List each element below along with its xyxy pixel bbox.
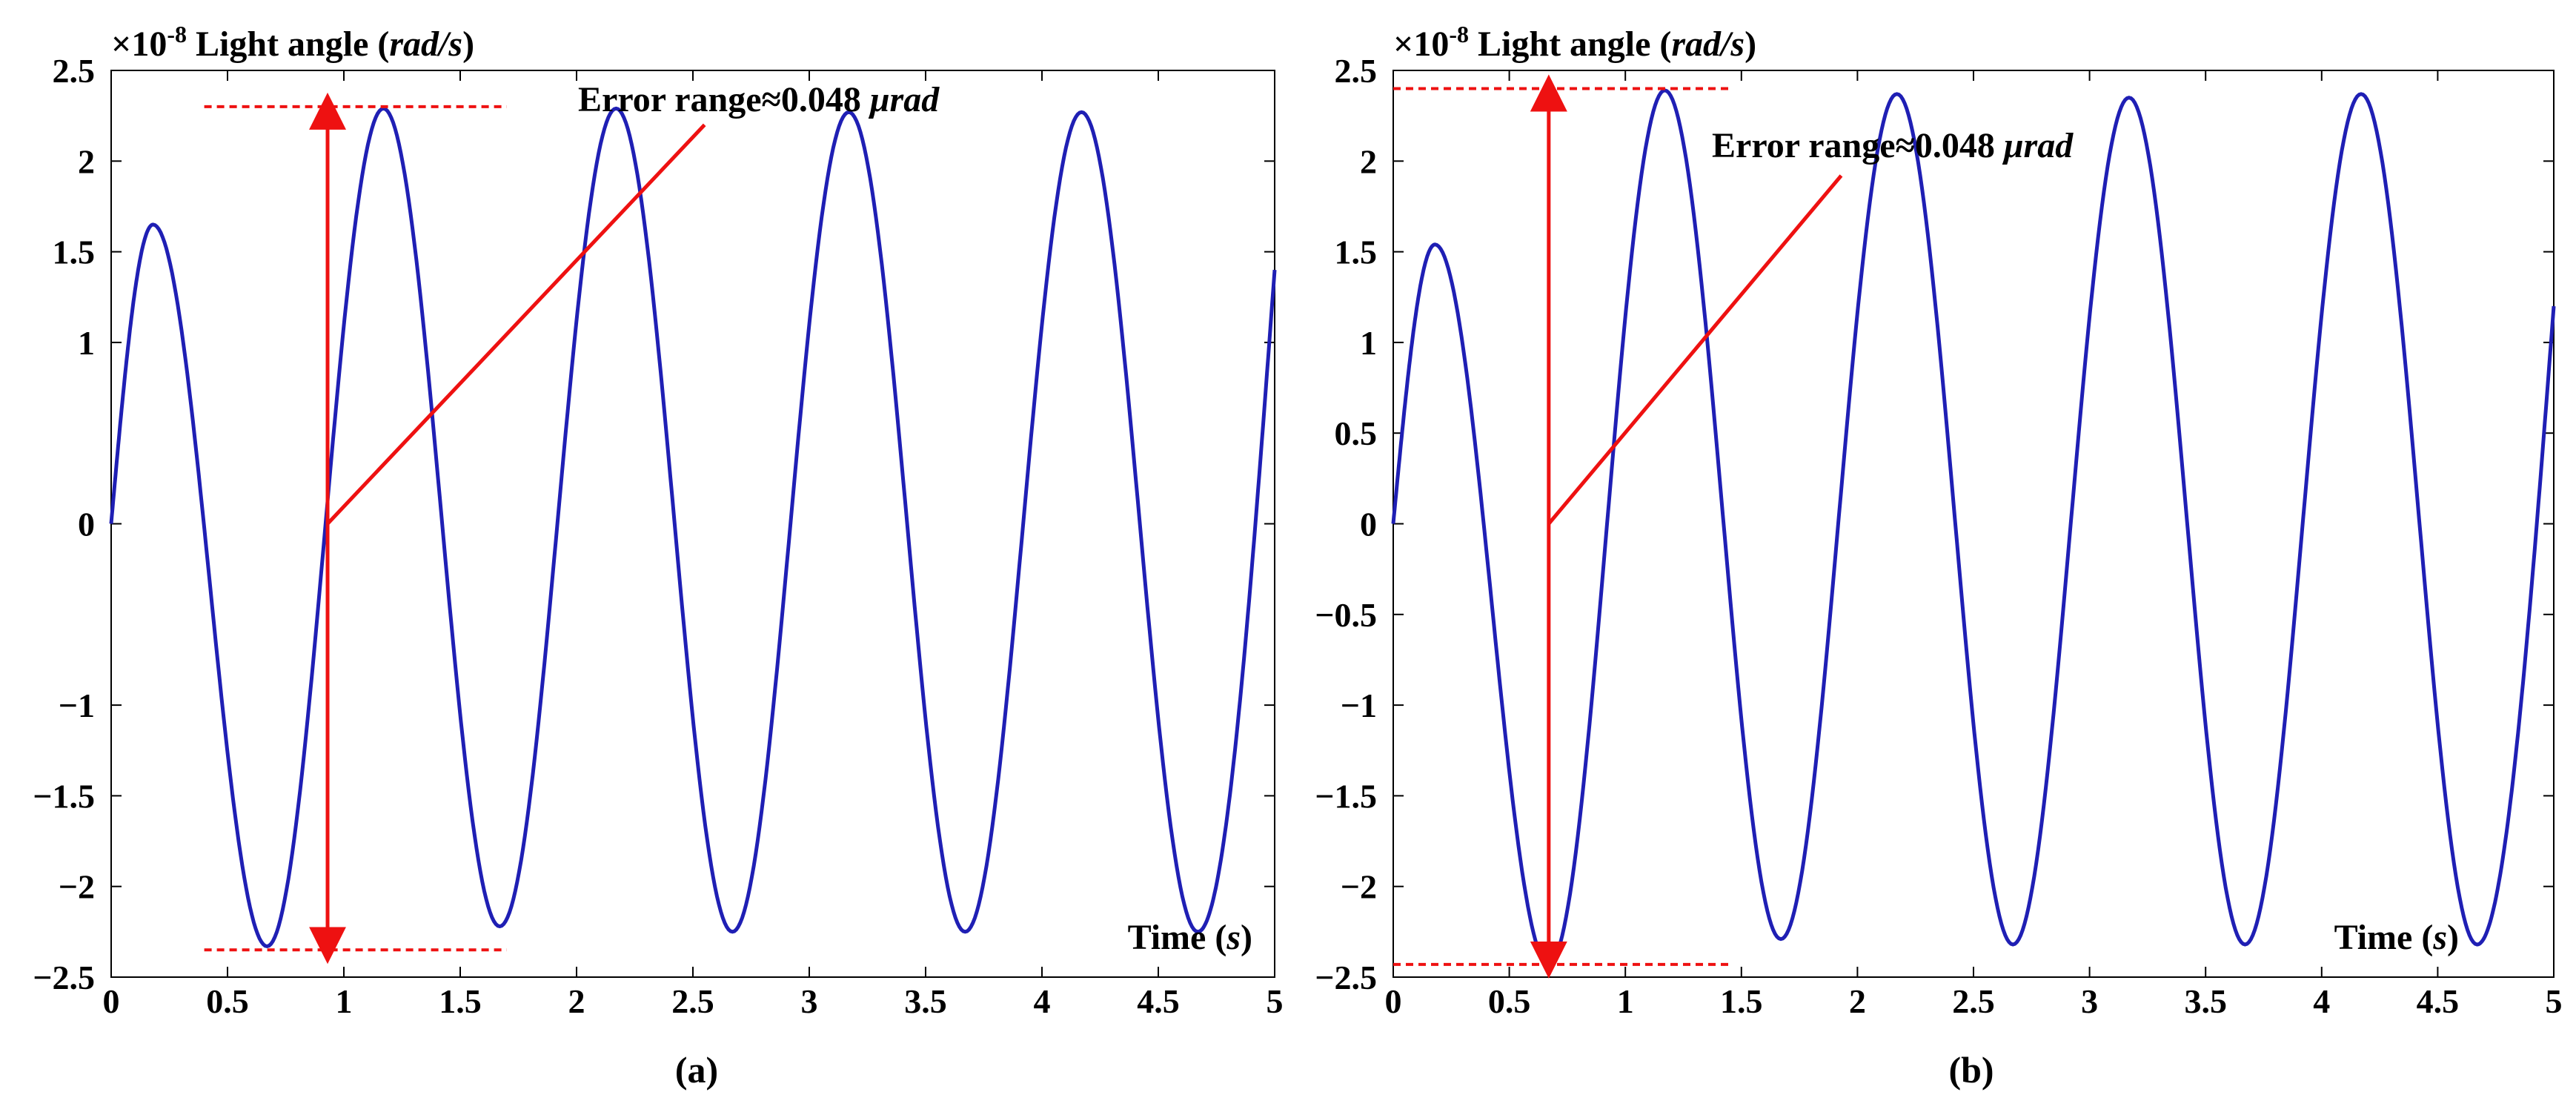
panel-a-y-tick-label: 1.5 <box>53 234 96 271</box>
panel-a-axes-frame <box>110 70 1275 978</box>
panel-b-x-tick-label: 2 <box>1849 982 1866 1020</box>
panel-b-y-tick-label: 1 <box>1360 324 1377 362</box>
panel-a-x-tick-label: 0.5 <box>206 982 249 1020</box>
panel-b-x-tick-label: 5 <box>2546 982 2563 1020</box>
panel-a-y-tick-label: −1 <box>59 687 95 724</box>
panel-b-axes-frame <box>1392 70 2555 978</box>
panel-b-y-tick-label: −2.5 <box>1315 959 1377 996</box>
panel-b-xlabel: Time (s) <box>2334 918 2459 957</box>
panel-b-x-tick-label: 3.5 <box>2184 982 2227 1020</box>
panel-b-y-tick-label: −0.5 <box>1315 596 1377 634</box>
panel-b-label: (b) <box>1948 1049 1994 1091</box>
panel-b-x-tick-label: 0 <box>1385 982 1402 1020</box>
panel-a-annotation-pointer <box>326 123 706 526</box>
panel-a-y-tick-label: −1.5 <box>33 777 95 815</box>
panel-a-x-tick-label: 5 <box>1267 982 1284 1020</box>
panel-a: ×10-8 Light angle (rad/s) 0 0.5 1 1.5 2 2.5 3 3… <box>33 21 1283 1091</box>
panel-b-y-tick-label: 2.5 <box>1335 52 1378 90</box>
panel-b-x-tick-label: 3 <box>2081 982 2098 1020</box>
panel-a-series-line <box>109 106 1277 948</box>
panel-b-x-tick-label: 4 <box>2313 982 2330 1020</box>
panel-a-label: (a) <box>675 1049 718 1091</box>
panel-a-x-tick-label: 3.5 <box>904 982 947 1020</box>
panel-b-y-tick-label: −2 <box>1341 868 1377 906</box>
panel-b: ×10-8 Light angle (rad/s) 0 0.5 1 1.5 2 2.5 3 3… <box>1315 21 2562 1091</box>
panel-a-x-tick-label: 1 <box>336 982 353 1020</box>
panel-b-x-tick-label: 0.5 <box>1488 982 1531 1020</box>
panel-b-x-tick-label: 2.5 <box>1952 982 1995 1020</box>
panel-a-x-tick-label: 2 <box>568 982 585 1020</box>
panel-a-y-tick-label: −2.5 <box>33 959 95 996</box>
panel-b-x-tick-label: 1.5 <box>1720 982 1763 1020</box>
panel-a-plot: 0 0.5 1 1.5 2 2.5 3 3.5 4 4.5 5 2.5 2 1.5 1 0 −1 −1.5 −2 −2… <box>33 52 1283 1020</box>
panel-b-y-tick-label: 2 <box>1360 142 1377 180</box>
panel-a-y-tick-label: −2 <box>59 868 95 906</box>
panel-b-y-tick-label: 1.5 <box>1335 234 1378 271</box>
panel-b-x-tick-label: 4.5 <box>2417 982 2460 1020</box>
panel-b-y-tick-label: 0.5 <box>1335 414 1378 452</box>
panel-a-y-tick-label: 2 <box>78 142 95 180</box>
panel-a-x-tick-label: 4.5 <box>1137 982 1180 1020</box>
panel-b-series-line <box>1391 88 2556 967</box>
panel-b-ylabel: ×10-8 Light angle (rad/s) <box>1393 21 1756 64</box>
panel-b-annotation: Error range≈0.048 μrad <box>1712 126 2074 165</box>
panel-a-x-tick-label: 3 <box>801 982 818 1020</box>
panel-b-x-tick-label: 1 <box>1617 982 1634 1020</box>
panel-a-y-tick-label: 0 <box>78 506 95 543</box>
panel-a-x-tick-label: 4 <box>1034 982 1051 1020</box>
panel-a-x-tick-label: 1.5 <box>439 982 482 1020</box>
panel-b-y-tick-label: −1 <box>1341 687 1377 724</box>
panel-a-x-tick-label: 2.5 <box>671 982 714 1020</box>
panel-a-ylabel: ×10-8 Light angle (rad/s) <box>111 21 474 64</box>
panel-a-xlabel: Time (s) <box>1128 918 1252 957</box>
panel-b-y-tick-label: 0 <box>1360 506 1377 543</box>
panel-a-y-tick-label: 2.5 <box>53 52 96 90</box>
panel-b-annotation-pointer <box>1547 174 1843 526</box>
panel-a-y-tick-label: 1 <box>78 324 95 362</box>
panel-a-x-tick-label: 0 <box>103 982 120 1020</box>
panel-b-y-tick-label: −1.5 <box>1315 777 1377 815</box>
panel-b-plot: 0 0.5 1 1.5 2 2.5 3 3.5 4 4.5 5 2.5 2 1.5 1 0.5 0 −0.5 −1 −… <box>1315 52 2562 1020</box>
panel-a-annotation: Error range≈0.048 μrad <box>578 80 940 119</box>
